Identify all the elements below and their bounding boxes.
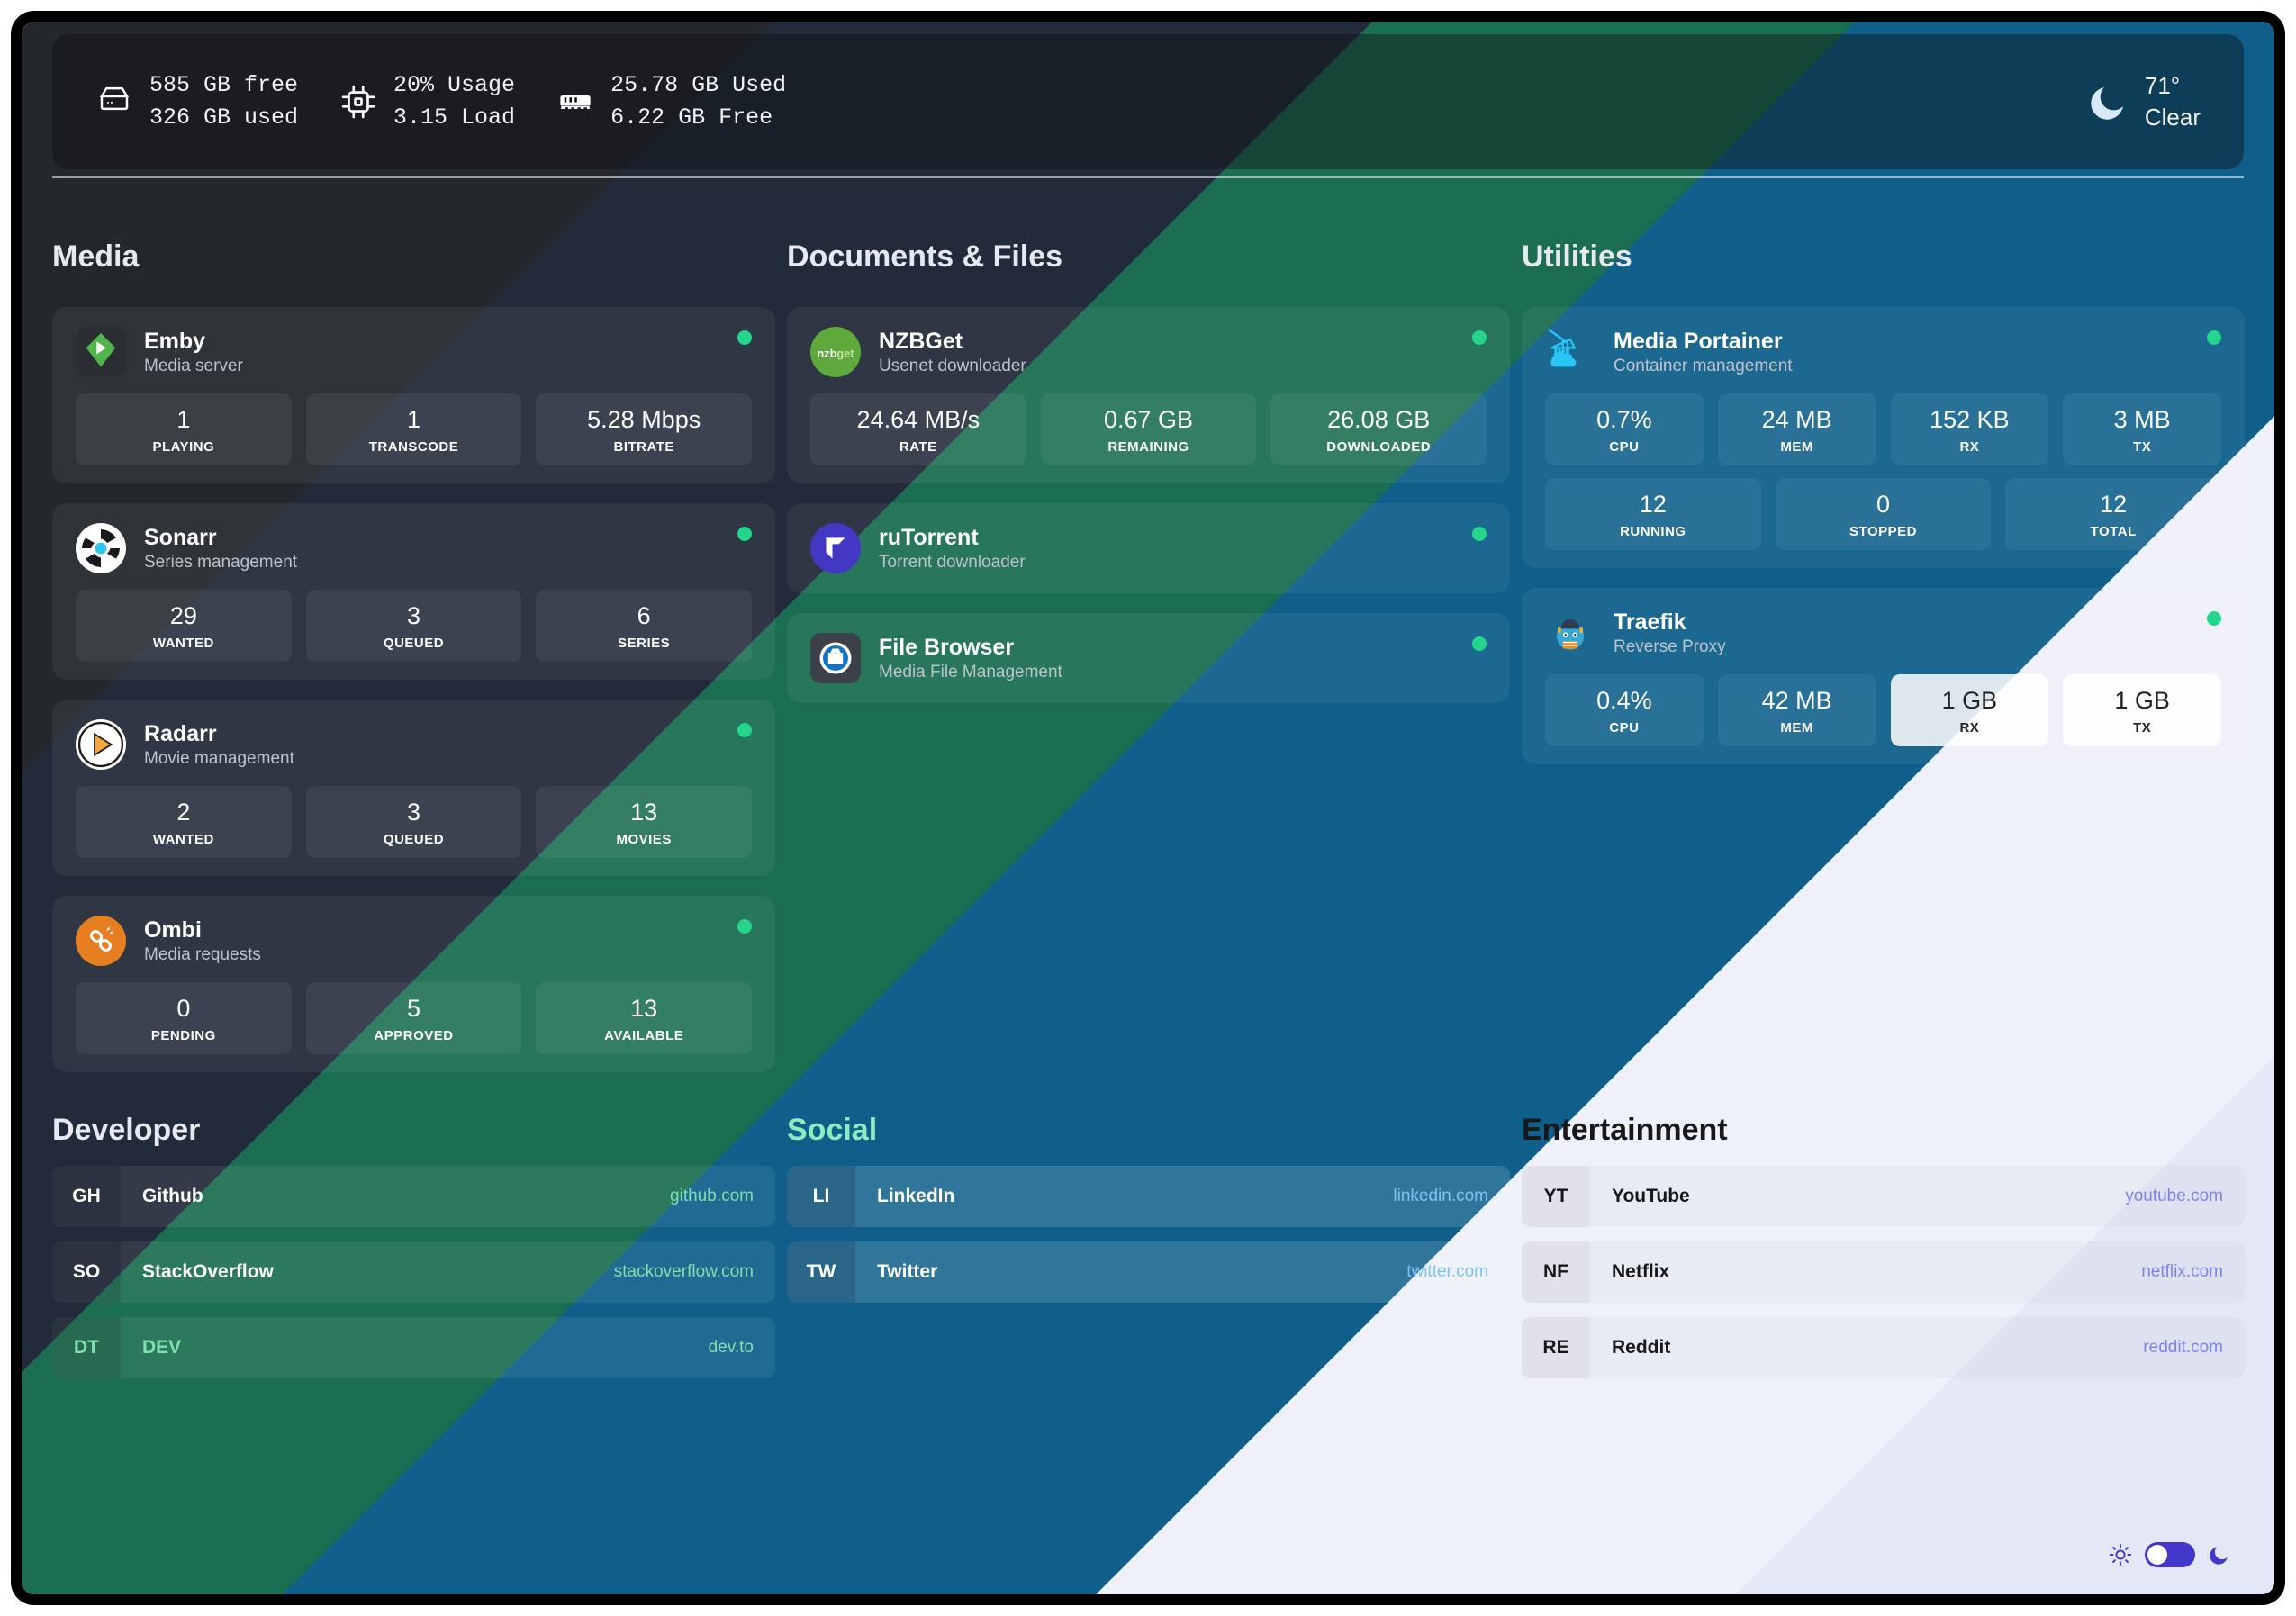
svg-text:nzbget: nzbget bbox=[817, 347, 854, 360]
